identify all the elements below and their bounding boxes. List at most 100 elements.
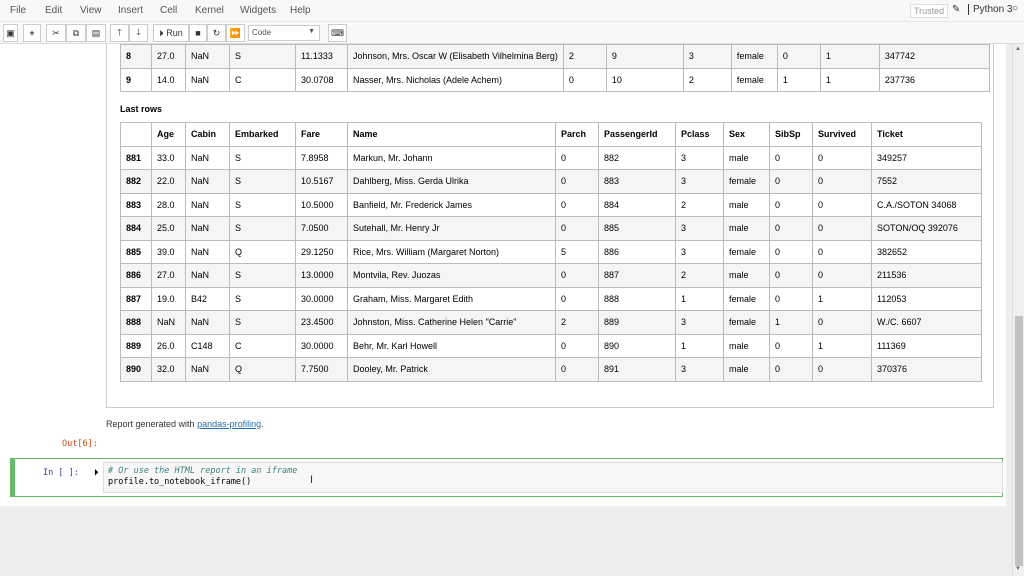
table-cell: NaN bbox=[185, 145, 230, 170]
table-row: 887 19.0 B42 S 30.0000 Graham, Miss. Margaret… bbox=[120, 286, 982, 311]
table-cell: 0 bbox=[812, 145, 872, 170]
copy-button[interactable]: ⧉ bbox=[66, 24, 86, 42]
column-header[interactable]: Pclass bbox=[675, 122, 724, 147]
table-cell: 382652 bbox=[871, 239, 982, 264]
row-index: 887 bbox=[120, 286, 152, 311]
table-cell: Nasser, Mrs. Nicholas (Adele Achem) bbox=[347, 67, 564, 92]
column-header[interactable]: Embarked bbox=[229, 122, 296, 147]
scroll-down-icon[interactable]: ▼ bbox=[1015, 566, 1021, 572]
table-cell: NaN bbox=[185, 239, 230, 264]
table-cell: 0 bbox=[812, 239, 872, 264]
table-cell: 890 bbox=[598, 333, 676, 358]
table-cell: Markun, Mr. Johann bbox=[347, 145, 556, 170]
command-palette-button[interactable]: ⌨ bbox=[328, 24, 347, 42]
cut-button[interactable]: ✂ bbox=[46, 24, 66, 42]
menu-view[interactable]: View bbox=[80, 5, 102, 16]
column-header[interactable]: Parch bbox=[555, 122, 599, 147]
report-note: Report generated with pandas-profiling. bbox=[106, 419, 264, 429]
restart-run-all-button[interactable]: ⏩ bbox=[226, 24, 245, 42]
table-cell: 10 bbox=[605, 67, 684, 92]
column-header[interactable]: Cabin bbox=[185, 122, 230, 147]
paste-button[interactable]: ▤ bbox=[86, 24, 106, 42]
interrupt-button[interactable]: ■ bbox=[189, 24, 207, 42]
scrollbar-thumb[interactable] bbox=[1015, 316, 1023, 566]
table-cell: Dahlberg, Miss. Gerda Ulrika bbox=[347, 169, 556, 194]
table-cell: C148 bbox=[185, 333, 230, 358]
column-header[interactable]: Survived bbox=[812, 122, 872, 147]
table-cell: 30.0000 bbox=[295, 286, 348, 311]
menu-widgets[interactable]: Widgets bbox=[240, 5, 277, 16]
table-cell: 0 bbox=[555, 192, 599, 217]
run-button[interactable]: ⏵ Run bbox=[153, 24, 189, 42]
table-cell: Sutehall, Mr. Henry Jr bbox=[347, 216, 556, 241]
trusted-badge[interactable]: Trusted bbox=[910, 4, 949, 18]
last-rows-heading: Last rows bbox=[120, 104, 163, 114]
cell-type-select[interactable]: Code ▼ bbox=[248, 25, 320, 41]
scroll-up-icon[interactable]: ▲ bbox=[1015, 46, 1021, 52]
edit-pencil-icon[interactable]: ✎ bbox=[952, 4, 961, 15]
scrollbar[interactable]: ▲ ▼ bbox=[1012, 44, 1024, 576]
table-cell: Graham, Miss. Margaret Edith bbox=[347, 286, 556, 311]
menu-edit[interactable]: Edit bbox=[45, 5, 63, 16]
column-header[interactable]: Name bbox=[347, 122, 556, 147]
column-header[interactable]: Sex bbox=[723, 122, 770, 147]
column-header[interactable] bbox=[120, 122, 152, 147]
code-editor[interactable]: # Or use the HTML report in an iframe pr… bbox=[103, 462, 1003, 493]
column-header[interactable]: Ticket bbox=[871, 122, 982, 147]
last-rows-table: Age Cabin Embarked Fare Name Parch PassengerId… bbox=[120, 122, 982, 382]
run-cell-icon[interactable]: ⏵ bbox=[94, 467, 99, 477]
column-header[interactable]: Age bbox=[151, 122, 186, 147]
pandas-profiling-link[interactable]: pandas-profiling bbox=[197, 419, 262, 429]
menu-help[interactable]: Help bbox=[290, 5, 311, 16]
table-cell: 883 bbox=[598, 169, 676, 194]
table-cell: C.A./SOTON 34068 bbox=[871, 192, 982, 217]
table-cell: 1 bbox=[812, 286, 872, 311]
table-cell: Behr, Mr. Karl Howell bbox=[347, 333, 556, 358]
insert-cell-button[interactable]: + bbox=[23, 24, 41, 42]
table-cell: 0 bbox=[555, 333, 599, 358]
column-header[interactable]: Fare bbox=[295, 122, 348, 147]
table-cell: male bbox=[723, 216, 770, 241]
table-cell: 347742 bbox=[878, 44, 990, 69]
table-cell: NaN bbox=[185, 310, 230, 335]
row-index: 882 bbox=[120, 169, 152, 194]
paste-icon: ▤ bbox=[91, 27, 101, 38]
table-cell: 0 bbox=[555, 263, 599, 288]
menu-kernel[interactable]: Kernel bbox=[195, 5, 224, 16]
table-cell: 0 bbox=[769, 333, 813, 358]
table-cell: B42 bbox=[185, 286, 230, 311]
table-cell: 0 bbox=[769, 239, 813, 264]
table-cell: 0 bbox=[769, 145, 813, 170]
column-header[interactable]: PassengerId bbox=[598, 122, 676, 147]
table-cell: 7.7500 bbox=[295, 357, 348, 382]
code-cell[interactable]: In [ ]: ⏵ # Or use the HTML report in an… bbox=[10, 458, 1003, 497]
table-cell: NaN bbox=[185, 263, 230, 288]
move-up-button[interactable]: 🡑 bbox=[110, 24, 129, 42]
menu-insert[interactable]: Insert bbox=[118, 5, 144, 16]
notebook-area: 8 27.0 NaN S 11.1333 Johnson, Mrs. Oscar W (E… bbox=[0, 44, 1006, 506]
table-cell: 26.0 bbox=[151, 333, 186, 358]
table-cell: 27.0 bbox=[151, 44, 186, 69]
table-cell: 30.0708 bbox=[295, 67, 348, 92]
table-cell: 3 bbox=[675, 239, 724, 264]
table-cell: 0 bbox=[769, 216, 813, 241]
table-cell: 3 bbox=[682, 44, 732, 69]
table-cell: Johnston, Miss. Catherine Helen "Carrie" bbox=[347, 310, 556, 335]
toolbar: ▣ + ✂ ⧉ ▤ 🡑 🡓 ⏵ Run ■ ↻ ⏩ Code ▼ ⌨ bbox=[0, 22, 1024, 44]
restart-button[interactable]: ↻ bbox=[207, 24, 226, 42]
table-cell: female bbox=[723, 286, 770, 311]
table-cell: 886 bbox=[598, 239, 676, 264]
table-cell: 19.0 bbox=[151, 286, 186, 311]
table-cell: S bbox=[229, 44, 296, 69]
move-down-button[interactable]: 🡓 bbox=[129, 24, 148, 42]
arrow-down-icon: 🡓 bbox=[136, 27, 141, 37]
table-cell: male bbox=[723, 263, 770, 288]
save-button[interactable]: ▣ bbox=[3, 24, 18, 42]
plus-icon: + bbox=[29, 28, 35, 38]
column-header[interactable]: SibSp bbox=[769, 122, 813, 147]
menu-file[interactable]: File bbox=[10, 5, 27, 16]
table-cell: male bbox=[723, 357, 770, 382]
table-row: 883 28.0 NaN S 10.5000 Banfield, Mr. Frederic… bbox=[120, 192, 982, 217]
menu-cell[interactable]: Cell bbox=[160, 5, 178, 16]
table-row: 885 39.0 NaN Q 29.1250 Rice, Mrs. William (Ma… bbox=[120, 239, 982, 264]
